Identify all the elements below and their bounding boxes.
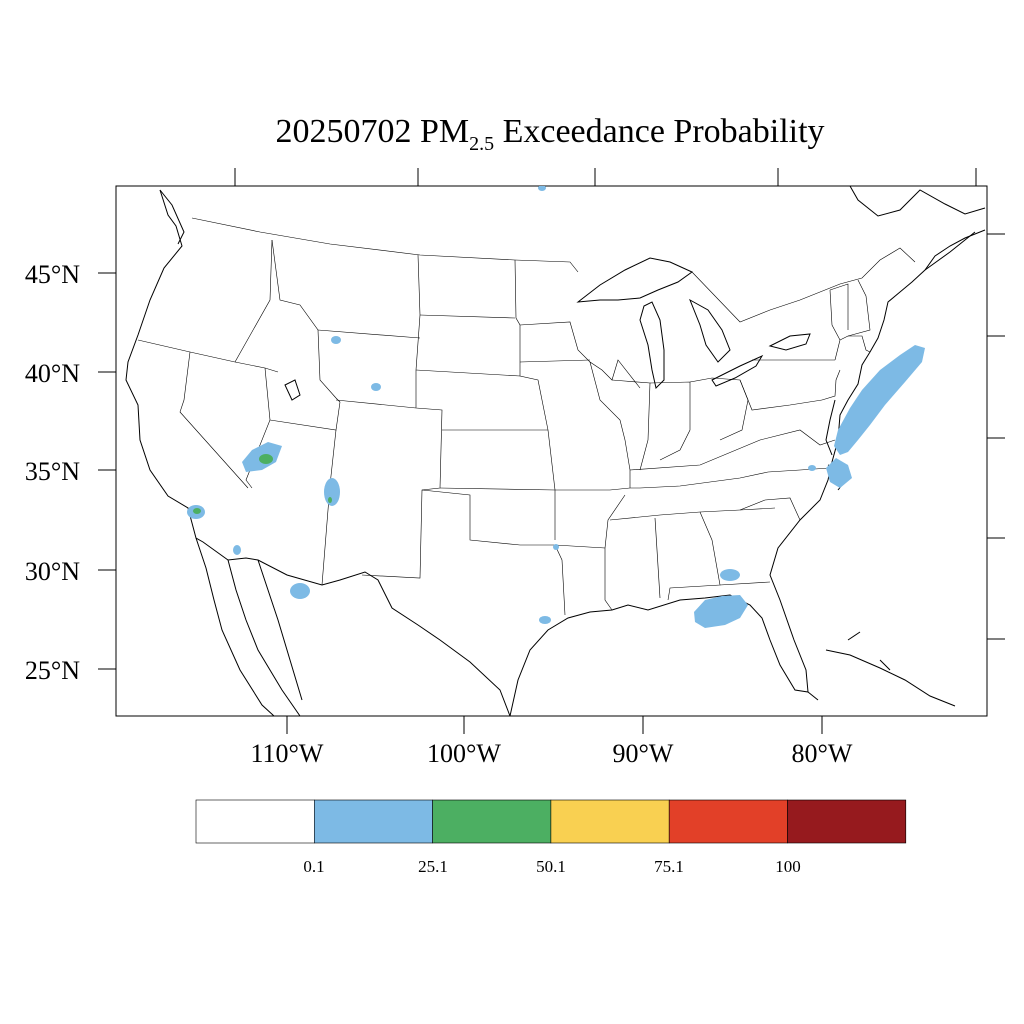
lat-labels: 45°N 40°N 35°N 30°N 25°N [25,260,80,685]
colorado-blob [371,383,381,391]
lon-label-110: 110°W [251,739,324,768]
legend-swatch-5 [787,799,907,844]
chesapeake [825,399,836,456]
florida-panhandle-plume [694,595,748,628]
legend-label-2: 50.1 [536,857,566,876]
exceedance-low [187,186,925,628]
georgia-blob [720,569,740,581]
legend-label-4: 100 [775,857,801,876]
nova-scotia [924,231,976,271]
lon-label-100: 100°W [427,739,501,768]
baja-coast [195,537,275,716]
great-salt-lake [284,379,301,401]
sc-blob [808,465,816,471]
lat-label-35: 35°N [25,457,80,486]
florida-keys [807,691,819,701]
lake-erie [711,354,764,387]
map-title: 20250702 PM2.5 Exceedance Probability [275,113,824,155]
sonora-coast [257,559,303,701]
lake-michigan [639,301,665,389]
nc-coast-plume [826,458,852,488]
title-pollutant: PM [420,113,469,150]
cuba [825,649,956,707]
bahamas [847,631,891,671]
socal-green [193,508,201,514]
legend: 0.1 25.1 50.1 75.1 100 [195,799,907,876]
legend-swatch-3 [550,799,670,844]
lon-label-90: 90°W [613,739,674,768]
title-subscript: 2.5 [469,133,494,155]
us-outline [125,189,511,716]
canada-coast [849,186,986,217]
legend-swatch-0 [195,799,315,844]
nevada-green [259,454,273,464]
baja-east [227,559,301,716]
legend-swatch-2 [432,799,552,844]
nm-blob [324,478,340,506]
map-ticks [98,168,1005,734]
state-boundaries [137,217,916,616]
vancouver-island [159,189,185,245]
lon-label-80: 80°W [792,739,853,768]
legend-label-3: 75.1 [654,857,684,876]
canada-blob [538,186,546,191]
lake-ontario [768,333,811,351]
lake-huron [689,298,731,363]
map-frame [115,185,988,717]
arizona-blob [290,583,310,599]
lat-label-45: 45°N [25,260,80,289]
legend-label-1: 25.1 [418,857,448,876]
gulf-coast [509,229,986,716]
louisiana-blob [553,544,559,550]
sw-arizona-blob [233,545,241,555]
nm-green [328,497,332,503]
atlantic-plume [834,345,925,455]
title-suffix: Exceedance Probability [503,113,825,150]
texas-coast-blob [539,616,551,624]
legend-swatch-4 [668,799,788,844]
lon-labels: 110°W 100°W 90°W 80°W [251,739,853,768]
lat-label-25: 25°N [25,656,80,685]
lat-label-40: 40°N [25,359,80,388]
wyoming-blob [331,336,341,344]
legend-label-0: 0.1 [303,857,324,876]
us-canada-border [191,217,916,323]
lat-label-30: 30°N [25,557,80,586]
exceedance-moderate [193,454,332,514]
lake-superior [576,257,693,303]
legend-swatch-1 [313,799,433,844]
title-date: 20250702 [275,113,411,150]
